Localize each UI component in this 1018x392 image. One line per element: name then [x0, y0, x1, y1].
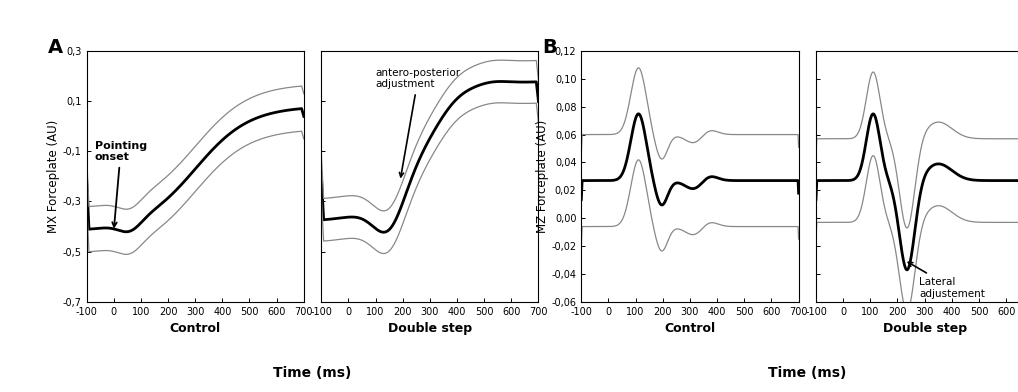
X-axis label: Double step: Double step — [388, 322, 472, 335]
Text: A: A — [48, 38, 62, 57]
X-axis label: Control: Control — [170, 322, 221, 335]
X-axis label: Control: Control — [665, 322, 716, 335]
Text: B: B — [543, 38, 557, 57]
Y-axis label: MZ Forceplate (AU): MZ Forceplate (AU) — [535, 120, 549, 233]
Text: Time (ms): Time (ms) — [769, 366, 847, 380]
Y-axis label: MX Forceplate (AU): MX Forceplate (AU) — [47, 120, 60, 233]
Text: antero-posterior
adjustment: antero-posterior adjustment — [376, 68, 460, 177]
Text: Pointing
onset: Pointing onset — [95, 140, 147, 227]
Text: Lateral
adjustement: Lateral adjustement — [908, 262, 985, 299]
X-axis label: Double step: Double step — [883, 322, 967, 335]
Text: Time (ms): Time (ms) — [273, 366, 351, 380]
